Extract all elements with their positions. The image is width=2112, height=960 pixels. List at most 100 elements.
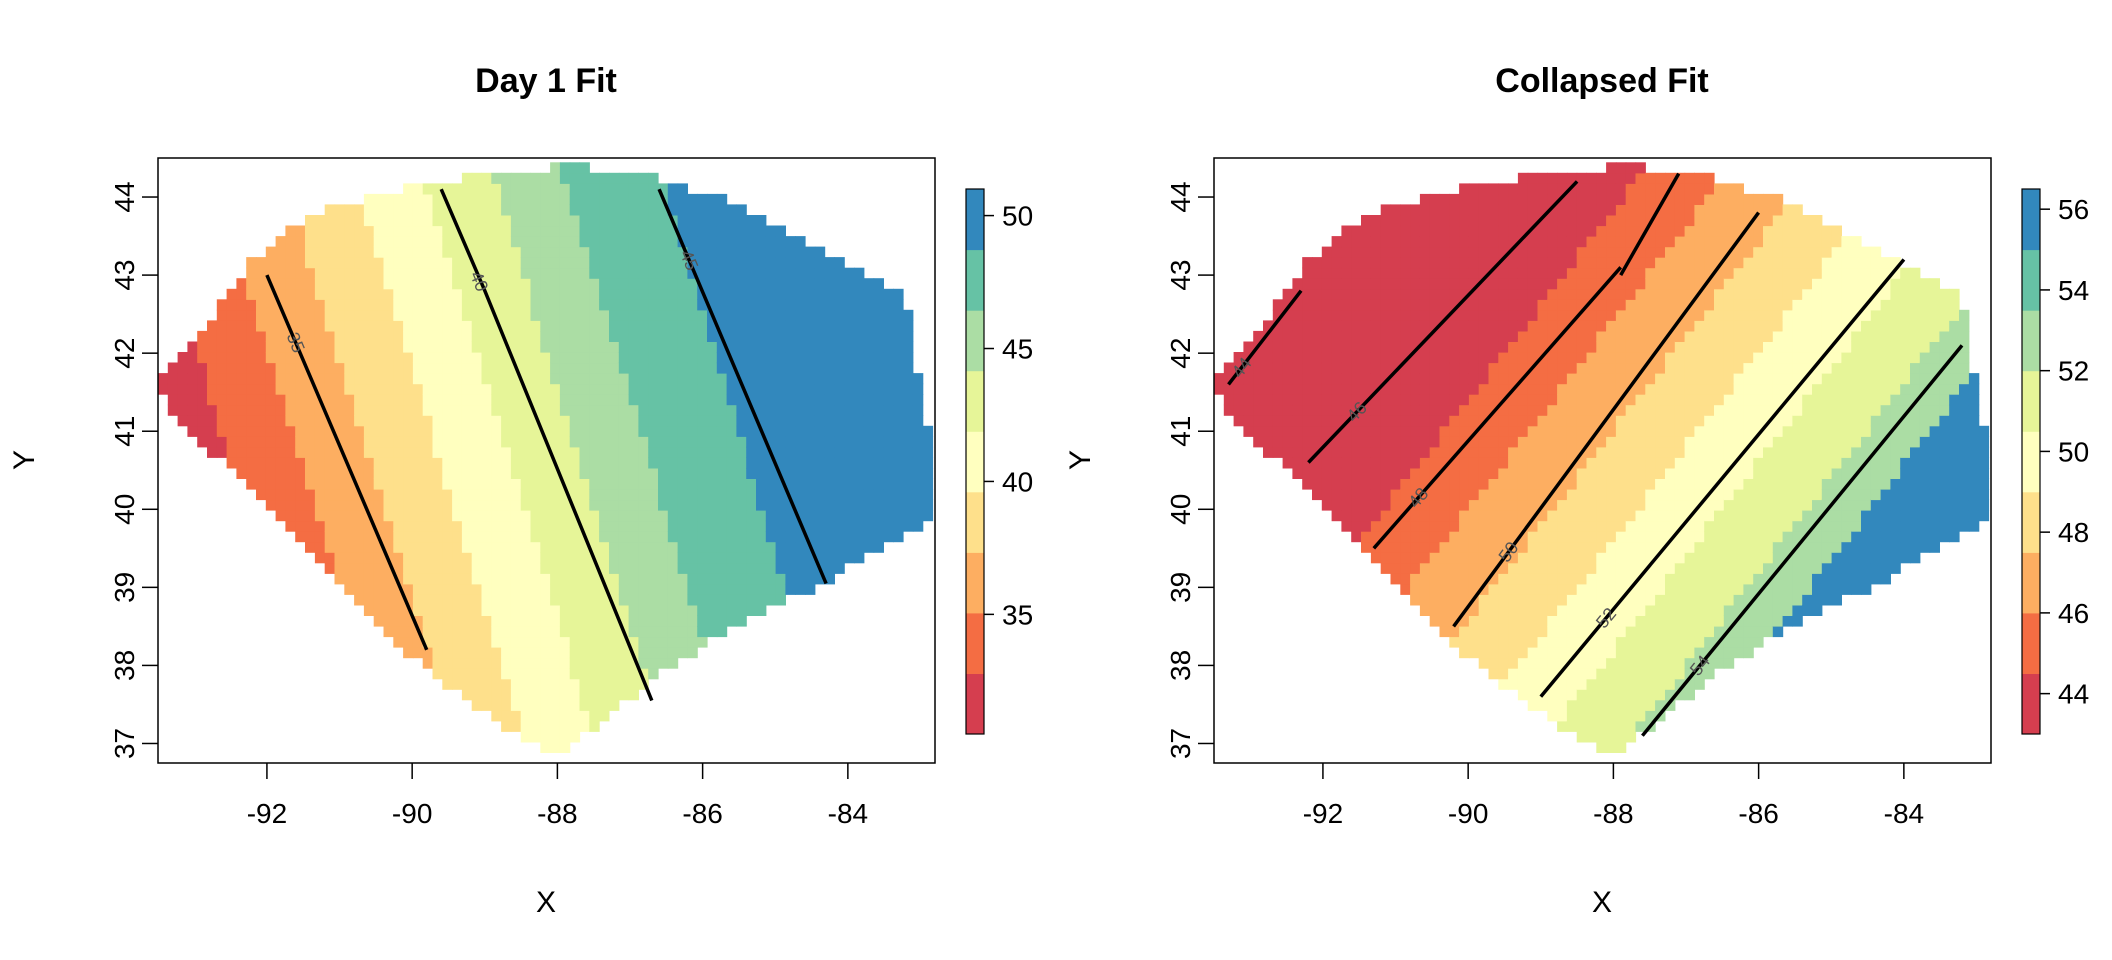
heatmap-cell bbox=[1292, 320, 1303, 332]
heatmap-cell bbox=[569, 668, 581, 680]
heatmap-cell bbox=[550, 162, 561, 174]
heatmap-cell bbox=[354, 415, 365, 427]
heatmap-cell bbox=[1576, 183, 1588, 195]
heatmap-cell bbox=[716, 604, 728, 616]
heatmap-cell bbox=[1606, 394, 1617, 406]
heatmap-cell bbox=[403, 531, 414, 543]
heatmap-cell bbox=[530, 678, 541, 690]
heatmap-cell bbox=[589, 415, 600, 427]
heatmap-cell bbox=[491, 394, 502, 406]
heatmap-cell bbox=[1635, 489, 1646, 501]
heatmap-cell bbox=[305, 320, 316, 332]
heatmap-cell bbox=[883, 330, 894, 342]
heatmap-cell bbox=[1498, 467, 1509, 479]
heatmap-cell bbox=[677, 309, 688, 321]
heatmap-cell bbox=[216, 352, 228, 364]
heatmap-cell bbox=[1449, 309, 1460, 321]
heatmap-cell bbox=[883, 341, 894, 353]
heatmap-cell bbox=[1508, 604, 1519, 616]
heatmap-cell bbox=[677, 215, 688, 227]
heatmap-cell bbox=[1665, 678, 1676, 690]
heatmap-cell bbox=[1419, 299, 1431, 311]
heatmap-cell bbox=[638, 647, 649, 659]
heatmap-cell bbox=[726, 362, 737, 374]
heatmap-cell bbox=[1263, 320, 1274, 332]
heatmap-cell bbox=[1410, 562, 1421, 574]
heatmap-cell bbox=[471, 215, 483, 227]
heatmap-cell bbox=[814, 467, 826, 479]
heatmap-cell bbox=[1468, 246, 1480, 258]
heatmap-cell bbox=[197, 383, 208, 395]
heatmap-cell bbox=[1557, 710, 1568, 722]
heatmap-cell bbox=[873, 467, 884, 479]
heatmap-cell bbox=[1576, 678, 1588, 690]
heatmap-cell bbox=[373, 362, 385, 374]
heatmap-cell bbox=[363, 552, 375, 564]
heatmap-cell bbox=[1498, 446, 1509, 458]
heatmap-cell bbox=[785, 436, 796, 448]
heatmap-cell bbox=[1370, 236, 1382, 248]
heatmap-cell bbox=[373, 257, 385, 269]
heatmap-cell bbox=[814, 257, 826, 269]
heatmap-cell bbox=[403, 626, 414, 638]
heatmap-cell bbox=[765, 236, 777, 248]
heatmap-cell bbox=[471, 583, 483, 595]
heatmap-cell bbox=[658, 225, 669, 237]
heatmap-cell bbox=[687, 510, 698, 522]
heatmap-cell bbox=[520, 193, 532, 205]
heatmap-cell bbox=[481, 383, 492, 395]
heatmap-cell bbox=[1566, 204, 1578, 216]
heatmap-cell bbox=[1586, 236, 1597, 248]
heatmap-cell bbox=[1714, 499, 1725, 511]
heatmap-cell bbox=[197, 425, 208, 437]
heatmap-cell bbox=[648, 352, 659, 364]
heatmap-cell bbox=[1517, 394, 1529, 406]
heatmap-cell bbox=[1478, 604, 1490, 616]
heatmap-cell bbox=[1312, 278, 1323, 290]
heatmap-cell bbox=[854, 383, 865, 395]
heatmap-cell bbox=[824, 383, 835, 395]
heatmap-cell bbox=[275, 425, 286, 437]
heatmap-cell bbox=[550, 183, 561, 195]
heatmap-cell bbox=[1380, 320, 1392, 332]
heatmap-cell bbox=[540, 741, 551, 753]
heatmap-cell bbox=[697, 404, 708, 416]
heatmap-cell bbox=[432, 394, 443, 406]
heatmap-cell bbox=[275, 257, 286, 269]
heatmap-cell bbox=[579, 383, 590, 395]
heatmap-cell bbox=[1694, 341, 1705, 353]
heatmap-cell bbox=[501, 510, 512, 522]
heatmap-cell bbox=[403, 425, 414, 437]
heatmap-cell bbox=[1517, 573, 1529, 585]
heatmap-cell bbox=[1410, 531, 1421, 543]
heatmap-cell bbox=[285, 404, 296, 416]
heatmap-cell bbox=[550, 341, 561, 353]
heatmap-cell bbox=[1635, 531, 1646, 543]
heatmap-cell bbox=[658, 362, 669, 374]
heatmap-cell bbox=[707, 478, 718, 490]
heatmap-cell bbox=[814, 478, 826, 490]
heatmap-cell bbox=[1370, 352, 1382, 364]
heatmap-cell bbox=[461, 330, 473, 342]
heatmap-cell bbox=[1488, 489, 1499, 501]
heatmap-cell bbox=[412, 257, 424, 269]
heatmap-cell bbox=[1272, 362, 1284, 374]
heatmap-cell bbox=[510, 383, 522, 395]
heatmap-cell bbox=[667, 183, 679, 195]
heatmap-cell bbox=[707, 383, 718, 395]
heatmap-cell bbox=[412, 288, 424, 300]
heatmap-cell bbox=[648, 626, 659, 638]
heatmap-cell bbox=[363, 467, 375, 479]
heatmap-cell bbox=[1439, 362, 1450, 374]
heatmap-cell bbox=[883, 394, 894, 406]
heatmap-cell bbox=[1704, 425, 1715, 437]
heatmap-cell bbox=[1547, 594, 1558, 606]
heatmap-cell bbox=[1292, 425, 1303, 437]
heatmap-cell bbox=[1655, 573, 1666, 585]
heatmap-cell bbox=[658, 415, 669, 427]
heatmap-cell bbox=[295, 478, 306, 490]
heatmap-cell bbox=[510, 246, 522, 258]
heatmap-cell bbox=[1704, 299, 1715, 311]
heatmap-cell bbox=[452, 678, 463, 690]
heatmap-cell bbox=[1537, 257, 1548, 269]
